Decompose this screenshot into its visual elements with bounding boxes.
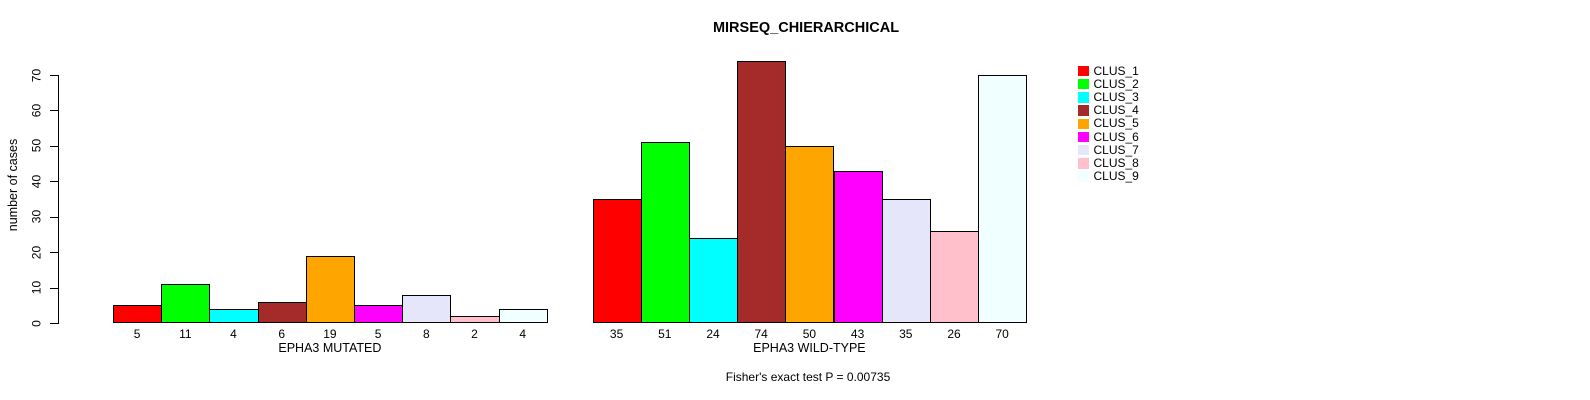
y-axis-tick <box>50 181 58 182</box>
bar-clus_6 <box>833 170 883 323</box>
legend-item: CLUS_4 <box>1078 104 1139 117</box>
legend-item-label: CLUS_5 <box>1093 116 1139 131</box>
bar-value-label: 4 <box>519 327 527 341</box>
bar-value-label: 4 <box>230 327 237 341</box>
bar-clus_6 <box>354 305 404 323</box>
bar-value-label: 35 <box>609 327 624 341</box>
legend-color-swatch <box>1078 92 1089 103</box>
legend-color-swatch <box>1078 65 1089 77</box>
bar-value-label: 8 <box>422 327 430 341</box>
legend-item-label: CLUS_6 <box>1093 129 1139 144</box>
bar-clus_9 <box>978 75 1028 323</box>
bar-value-label: 2 <box>471 327 478 341</box>
y-axis-tick <box>50 146 58 147</box>
y-axis-tick <box>50 75 58 76</box>
bar-clus_2 <box>161 284 211 323</box>
y-axis-tick <box>50 217 58 218</box>
legend-item-label: CLUS_2 <box>1093 76 1139 91</box>
bar-value-label: 5 <box>133 327 141 341</box>
legend-color-swatch <box>1078 78 1089 90</box>
footnote-text: Fisher's exact test P = 0.00735 <box>725 370 891 384</box>
bar-clus_1 <box>592 199 642 323</box>
bar-value-label: 74 <box>754 327 768 341</box>
y-axis-label: number of cases <box>6 138 20 232</box>
y-axis-tick-label: 60 <box>29 103 44 118</box>
bar-clus_3 <box>688 238 739 323</box>
y-axis-tick <box>50 288 58 289</box>
bar-clus_5 <box>305 255 355 323</box>
y-axis-tick-label: 70 <box>29 68 44 82</box>
legend-color-swatch <box>1078 171 1089 182</box>
bar-value-label: 26 <box>947 327 961 341</box>
legend-item-label: CLUS_1 <box>1093 63 1139 78</box>
bar-clus_8 <box>450 315 500 323</box>
y-axis-tick-label: 30 <box>29 210 44 224</box>
y-axis-tick-label: 50 <box>29 139 44 153</box>
x-axis-group-label: EPHA3 MUTATED <box>278 341 382 355</box>
bar-clus_3 <box>209 308 259 323</box>
legend-color-swatch <box>1078 105 1089 116</box>
bar-clus_7 <box>881 199 931 323</box>
legend-color-swatch <box>1078 158 1089 169</box>
legend-item-label: CLUS_7 <box>1093 142 1139 157</box>
chart-title: MIRSEQ_CHIERARCHICAL <box>712 20 900 36</box>
y-axis-tick-label: 10 <box>29 280 44 295</box>
bar-value-label: 5 <box>374 327 382 341</box>
bar-clus_1 <box>113 305 163 323</box>
y-axis-tick <box>50 252 58 253</box>
legend-color-swatch <box>1078 144 1089 156</box>
bar-value-label: 43 <box>850 327 865 341</box>
legend-item: CLUS_2 <box>1078 76 1139 91</box>
legend-color-swatch <box>1078 131 1089 143</box>
bar-value-label: 35 <box>899 327 913 341</box>
bar-clus_2 <box>640 142 690 323</box>
legend-item: CLUS_9 <box>1078 170 1139 183</box>
bar-clus_8 <box>929 230 980 323</box>
y-axis-tick <box>50 110 58 111</box>
legend-item: CLUS_1 <box>1078 63 1139 78</box>
bar-clus_4 <box>257 301 307 323</box>
legend-item-label: CLUS_3 <box>1093 89 1139 104</box>
legend-item: CLUS_7 <box>1078 142 1139 157</box>
bar-value-label: 70 <box>995 327 1009 341</box>
legend-color-swatch <box>1078 118 1089 130</box>
legend-item-label: CLUS_8 <box>1093 155 1139 170</box>
bar-value-label: 6 <box>278 327 286 341</box>
legend-item-label: CLUS_4 <box>1093 103 1139 118</box>
bar-value-label: 50 <box>802 327 817 341</box>
bar-clus_7 <box>402 294 452 323</box>
bar-value-label: 19 <box>323 327 337 341</box>
y-axis-line <box>58 75 59 324</box>
legend-item-label: CLUS_9 <box>1093 169 1139 184</box>
legend-item: CLUS_3 <box>1078 89 1139 104</box>
legend-item: CLUS_5 <box>1078 117 1139 130</box>
y-axis-tick-label: 0 <box>29 319 44 327</box>
legend-item: CLUS_8 <box>1078 155 1139 170</box>
bar-value-label: 51 <box>658 327 672 341</box>
legend-item: CLUS_6 <box>1078 129 1139 144</box>
y-axis-tick-label: 40 <box>29 174 44 188</box>
bar-clus_4 <box>737 60 787 323</box>
bar-value-label: 24 <box>706 327 720 341</box>
y-axis-tick <box>50 323 58 324</box>
bar-clus_5 <box>785 145 835 323</box>
bar-clus_9 <box>498 308 548 323</box>
x-axis-group-label: EPHA3 WILD-TYPE <box>753 341 866 355</box>
bar-value-label: 11 <box>179 327 192 341</box>
y-axis-tick-label: 20 <box>29 245 44 259</box>
